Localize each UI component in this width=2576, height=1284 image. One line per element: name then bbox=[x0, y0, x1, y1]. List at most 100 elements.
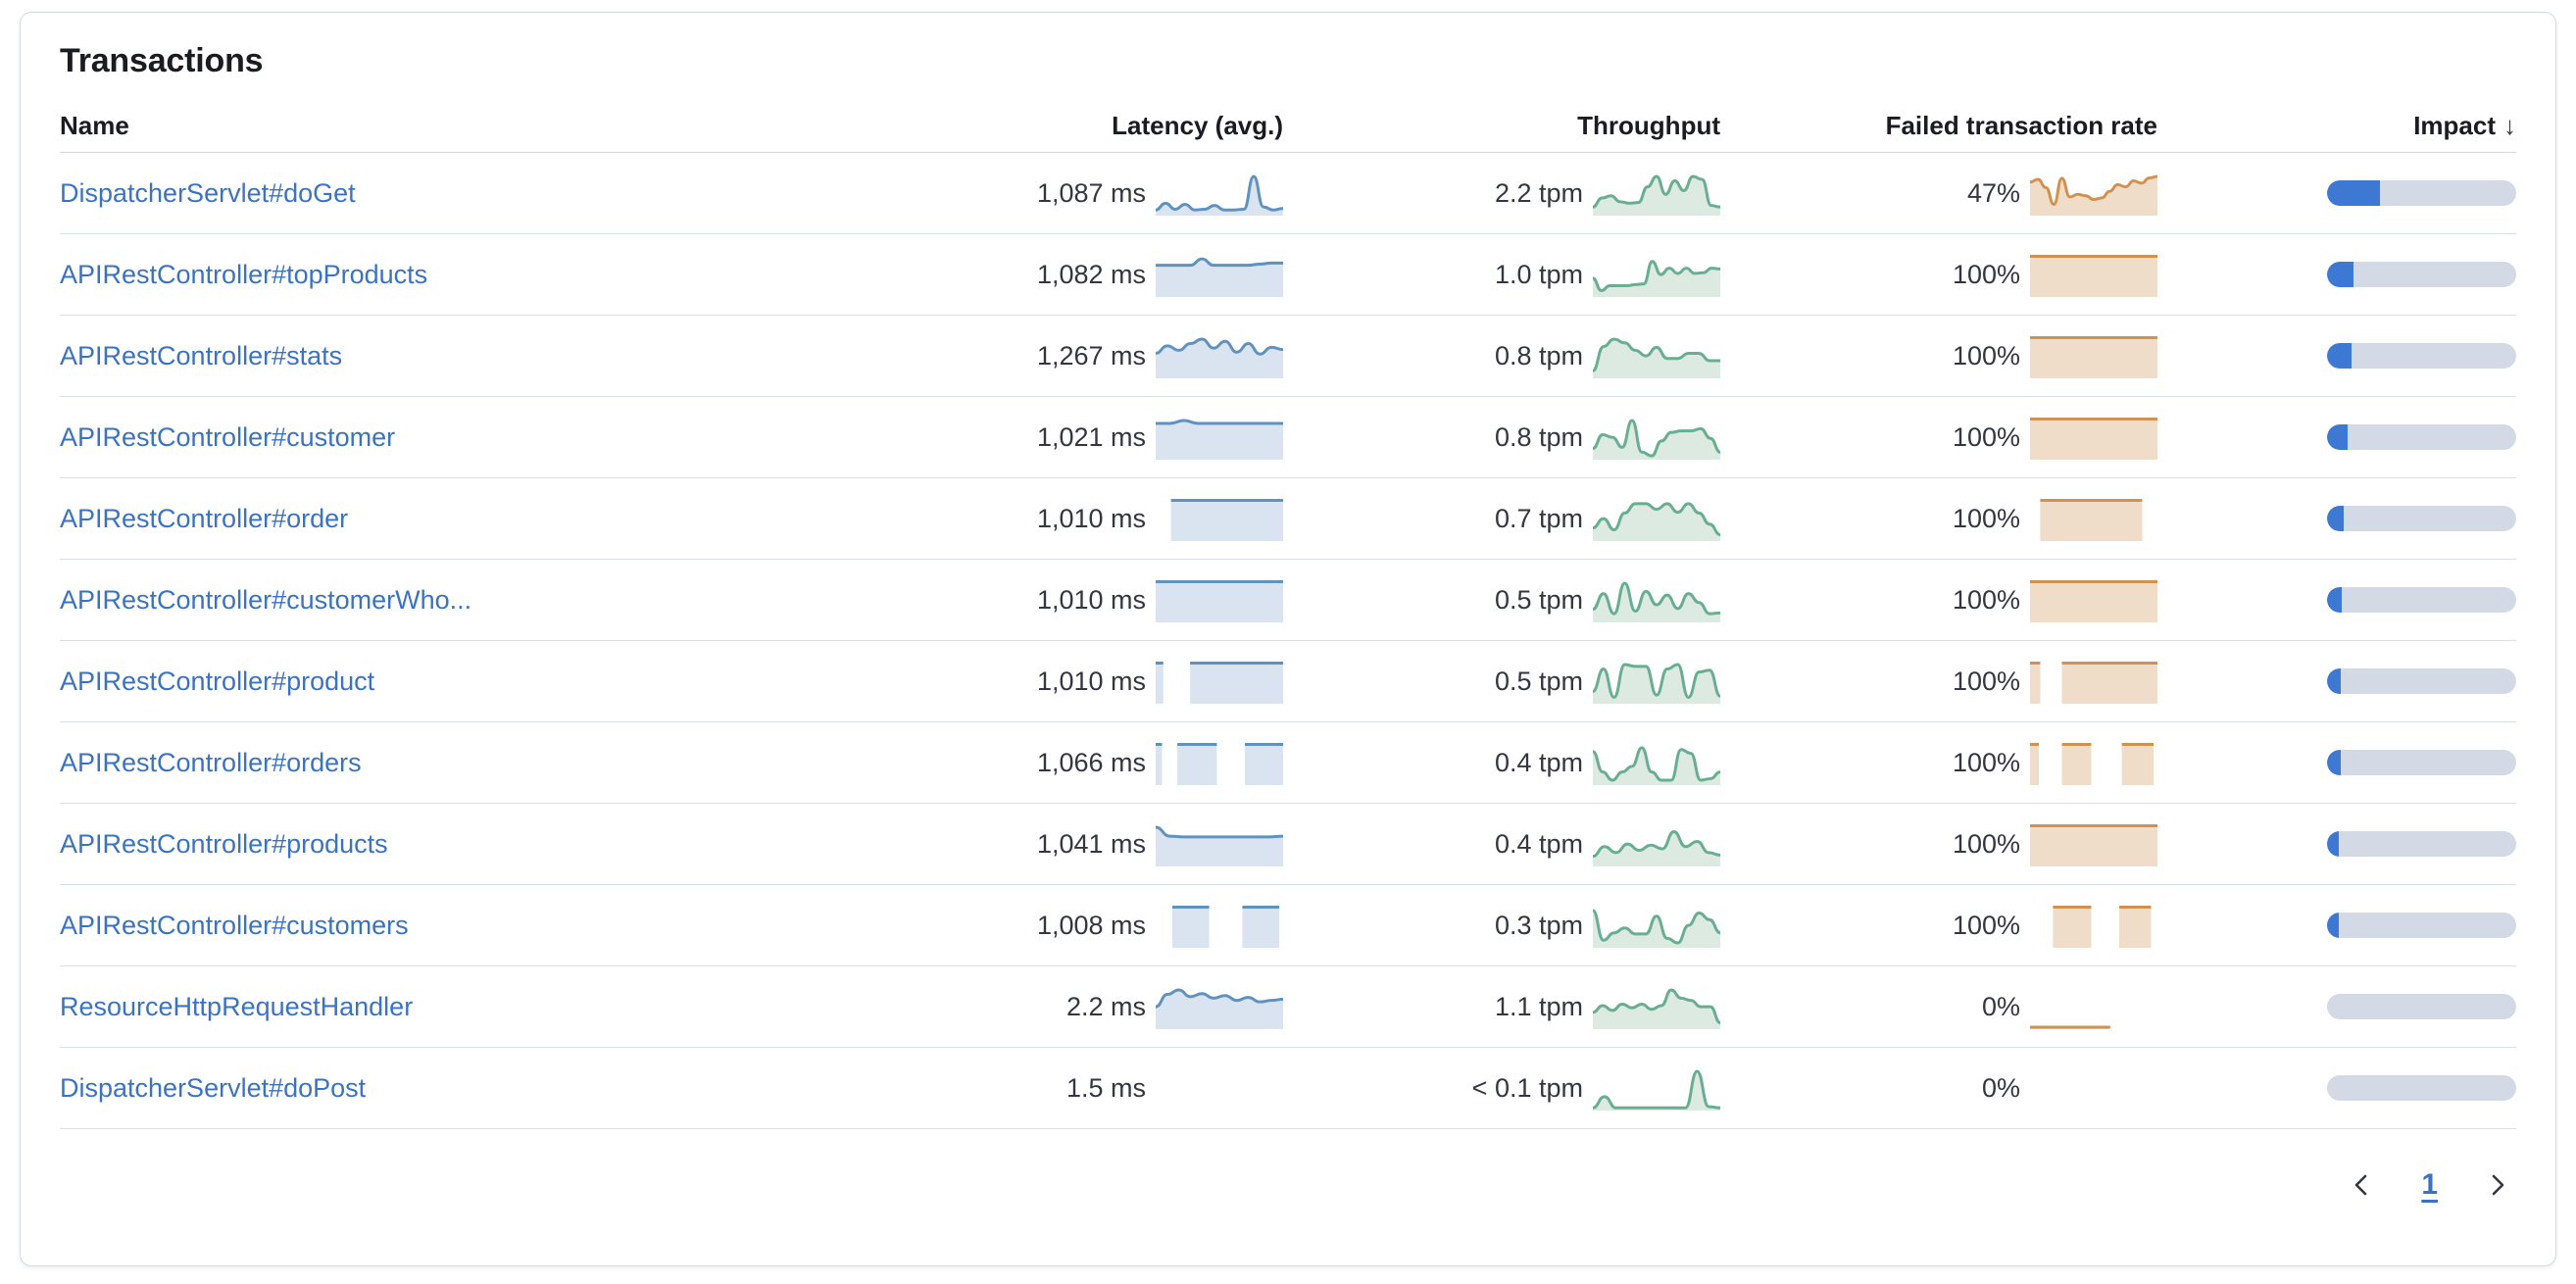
throughput-cell: 0.5 tpm bbox=[1338, 577, 1720, 622]
failed-rate-value: 0% bbox=[1981, 1072, 2020, 1103]
failed-rate-value: 100% bbox=[1952, 666, 2020, 696]
transaction-name-link[interactable]: APIRestController#order bbox=[60, 503, 349, 533]
throughput-value: 0.7 tpm bbox=[1494, 503, 1583, 533]
transaction-name-link[interactable]: APIRestController#orders bbox=[60, 747, 362, 777]
transactions-card: Transactions Name Latency (avg.) Through… bbox=[20, 12, 2556, 1266]
failed-rate-value: 0% bbox=[1981, 991, 2020, 1021]
latency-cell: 2.2 ms bbox=[930, 984, 1283, 1029]
chevron-right-icon[interactable] bbox=[2483, 1170, 2512, 1200]
column-header-latency[interactable]: Latency (avg.) bbox=[1112, 111, 1283, 140]
table-row: APIRestController#order 1,010 ms 0.7 tpm… bbox=[60, 478, 2516, 560]
table-row: ResourceHttpRequestHandler 2.2 ms 1.1 tp… bbox=[60, 966, 2516, 1048]
latency-value: 2.2 ms bbox=[1065, 991, 1146, 1021]
table-row: APIRestController#customers 1,008 ms 0.3… bbox=[60, 885, 2516, 966]
transaction-name-link[interactable]: APIRestController#customers bbox=[60, 910, 409, 940]
throughput-cell: 0.7 tpm bbox=[1338, 496, 1720, 541]
failed-rate-value: 100% bbox=[1952, 259, 2020, 289]
failed-rate-value: 100% bbox=[1952, 340, 2020, 370]
latency-cell: 1,267 ms bbox=[930, 333, 1283, 378]
failed-rate-cell: 100% bbox=[1775, 252, 2157, 297]
column-header-throughput[interactable]: Throughput bbox=[1577, 111, 1720, 140]
transaction-name-link[interactable]: APIRestController#stats bbox=[60, 340, 343, 370]
column-header-failed-rate[interactable]: Failed transaction rate bbox=[1885, 111, 2157, 140]
failed-rate-cell: 100% bbox=[1775, 740, 2157, 785]
impact-bar bbox=[2327, 831, 2516, 857]
impact-bar bbox=[2327, 180, 2516, 206]
name-cell: APIRestController#orders bbox=[60, 748, 875, 778]
table-row: APIRestController#stats 1,267 ms 0.8 tpm… bbox=[60, 316, 2516, 397]
failed-rate-cell: 100% bbox=[1775, 333, 2157, 378]
throughput-cell: 0.8 tpm bbox=[1338, 333, 1720, 378]
failed-rate-sparkline bbox=[2030, 415, 2157, 460]
chevron-left-icon[interactable] bbox=[2347, 1170, 2376, 1200]
failed-rate-sparkline bbox=[2030, 984, 2157, 1029]
impact-bar bbox=[2327, 506, 2516, 531]
table-header-row: Name Latency (avg.) Throughput Failed tr… bbox=[60, 100, 2516, 153]
latency-cell: 1,010 ms bbox=[930, 659, 1283, 704]
failed-rate-value: 100% bbox=[1952, 503, 2020, 533]
failed-rate-sparkline bbox=[2030, 903, 2157, 948]
throughput-sparkline bbox=[1593, 496, 1720, 541]
impact-bar bbox=[2327, 994, 2516, 1019]
pagination-page-1[interactable]: 1 bbox=[2421, 1168, 2438, 1201]
transaction-name-link[interactable]: APIRestController#customer bbox=[60, 421, 396, 452]
latency-sparkline bbox=[1156, 333, 1283, 378]
table-row: APIRestController#customerWho... 1,010 m… bbox=[60, 560, 2516, 641]
throughput-cell: 0.3 tpm bbox=[1338, 903, 1720, 948]
failed-rate-cell: 100% bbox=[1775, 415, 2157, 460]
transaction-name-link[interactable]: ResourceHttpRequestHandler bbox=[60, 991, 414, 1021]
table-row: APIRestController#customer 1,021 ms 0.8 … bbox=[60, 397, 2516, 478]
impact-bar-fill bbox=[2327, 913, 2339, 938]
name-cell: APIRestController#customer bbox=[60, 422, 875, 453]
transaction-name-link[interactable]: DispatcherServlet#doGet bbox=[60, 177, 356, 208]
impact-cell bbox=[2212, 587, 2516, 613]
column-header-name[interactable]: Name bbox=[60, 111, 129, 140]
throughput-cell: 2.2 tpm bbox=[1338, 171, 1720, 216]
latency-sparkline bbox=[1156, 903, 1283, 948]
latency-value: 1,010 ms bbox=[1036, 584, 1146, 615]
latency-cell: 1,066 ms bbox=[930, 740, 1283, 785]
transaction-name-link[interactable]: DispatcherServlet#doPost bbox=[60, 1072, 367, 1103]
failed-rate-value: 47% bbox=[1966, 177, 2020, 208]
table-row: APIRestController#topProducts 1,082 ms 1… bbox=[60, 234, 2516, 316]
latency-cell: 1,087 ms bbox=[930, 171, 1283, 216]
impact-bar bbox=[2327, 1075, 2516, 1101]
throughput-value: 1.1 tpm bbox=[1494, 991, 1583, 1021]
throughput-value: 0.3 tpm bbox=[1494, 910, 1583, 940]
throughput-value: 0.5 tpm bbox=[1494, 666, 1583, 696]
throughput-value: 0.4 tpm bbox=[1494, 747, 1583, 777]
transaction-name-link[interactable]: APIRestController#product bbox=[60, 666, 375, 696]
latency-sparkline bbox=[1156, 740, 1283, 785]
throughput-value: 0.8 tpm bbox=[1494, 421, 1583, 452]
transaction-name-link[interactable]: APIRestController#customerWho... bbox=[60, 584, 472, 615]
card-title: Transactions bbox=[60, 42, 264, 79]
throughput-cell: 1.0 tpm bbox=[1338, 252, 1720, 297]
impact-cell bbox=[2212, 343, 2516, 369]
latency-cell: 1,041 ms bbox=[930, 821, 1283, 866]
column-header-impact[interactable]: Impact ↓ bbox=[2212, 111, 2516, 141]
latency-value: 1,008 ms bbox=[1036, 910, 1146, 940]
impact-cell bbox=[2212, 262, 2516, 287]
impact-cell bbox=[2212, 180, 2516, 206]
throughput-cell: 0.8 tpm bbox=[1338, 415, 1720, 460]
name-cell: APIRestController#topProducts bbox=[60, 260, 875, 290]
impact-bar bbox=[2327, 424, 2516, 450]
throughput-sparkline bbox=[1593, 903, 1720, 948]
impact-cell bbox=[2212, 994, 2516, 1019]
failed-rate-cell: 0% bbox=[1775, 1065, 2157, 1111]
impact-bar bbox=[2327, 750, 2516, 775]
transaction-name-link[interactable]: APIRestController#topProducts bbox=[60, 259, 428, 289]
name-cell: APIRestController#customers bbox=[60, 911, 875, 941]
failed-rate-sparkline bbox=[2030, 496, 2157, 541]
failed-rate-cell: 100% bbox=[1775, 903, 2157, 948]
impact-bar-fill bbox=[2327, 668, 2341, 694]
throughput-cell: 0.4 tpm bbox=[1338, 740, 1720, 785]
impact-bar-fill bbox=[2327, 343, 2353, 369]
impact-bar-fill bbox=[2327, 506, 2345, 531]
latency-sparkline bbox=[1156, 252, 1283, 297]
throughput-sparkline bbox=[1593, 333, 1720, 378]
latency-cell: 1.5 ms bbox=[930, 1065, 1283, 1111]
transaction-name-link[interactable]: APIRestController#products bbox=[60, 828, 388, 859]
latency-value: 1,010 ms bbox=[1036, 666, 1146, 696]
impact-cell bbox=[2212, 424, 2516, 450]
